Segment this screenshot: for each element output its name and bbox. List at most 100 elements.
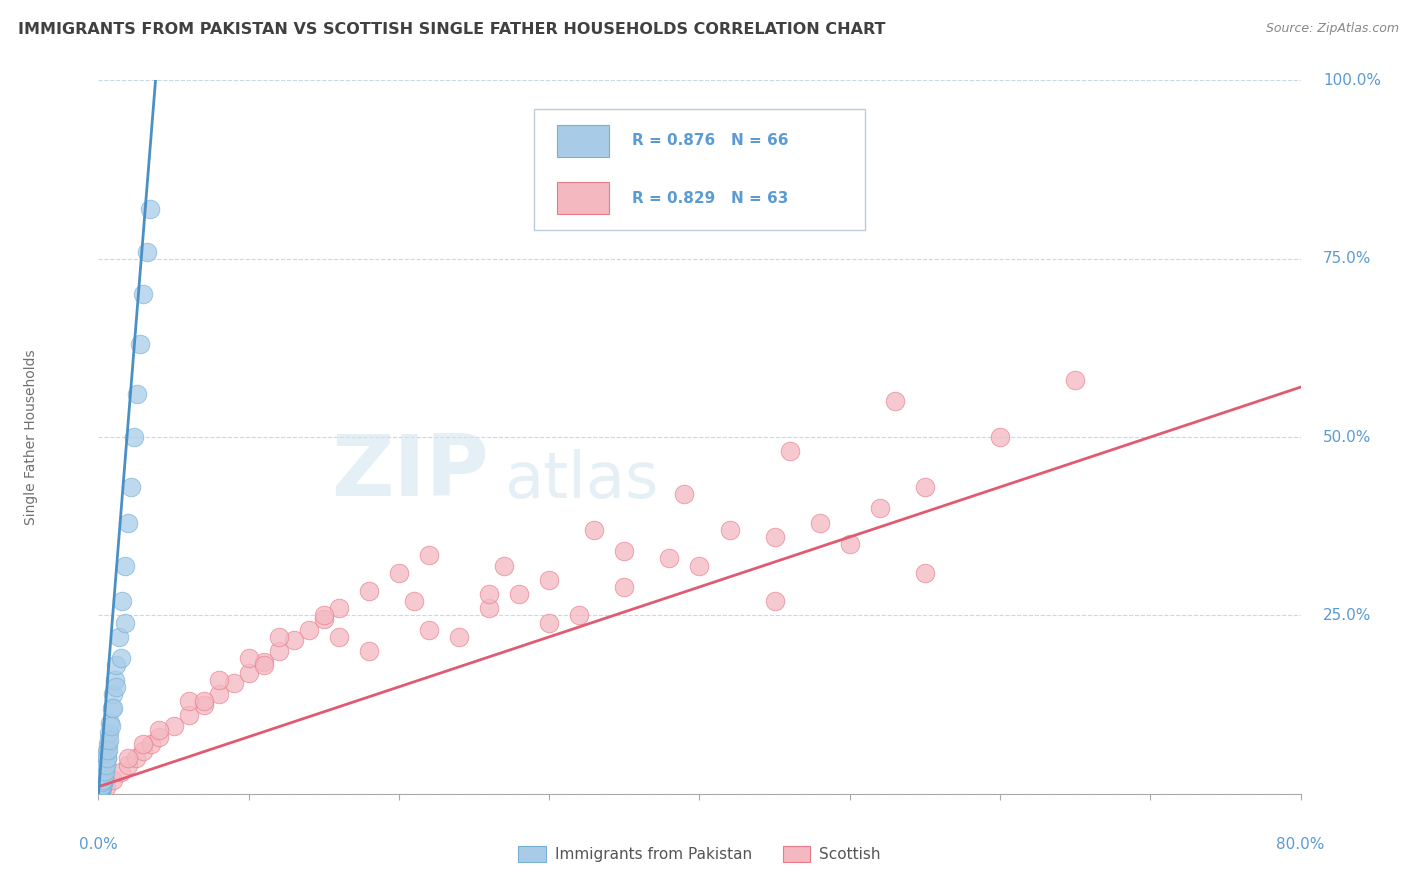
Point bbox=[101, 701, 124, 715]
Point bbox=[90, 782, 112, 797]
Point bbox=[89, 784, 111, 798]
Point bbox=[90, 778, 112, 792]
Point bbox=[93, 764, 115, 778]
Legend: Immigrants from Pakistan, Scottish: Immigrants from Pakistan, Scottish bbox=[512, 840, 887, 868]
Point bbox=[104, 673, 127, 687]
Point bbox=[312, 608, 335, 623]
Point bbox=[508, 587, 530, 601]
Point bbox=[105, 658, 128, 673]
Point bbox=[388, 566, 411, 580]
Point bbox=[91, 778, 114, 792]
Point bbox=[89, 785, 111, 799]
Point bbox=[538, 615, 561, 630]
Point bbox=[162, 719, 184, 733]
Point bbox=[91, 772, 114, 787]
Point bbox=[688, 558, 710, 573]
FancyBboxPatch shape bbox=[557, 182, 609, 214]
Point bbox=[138, 202, 160, 216]
Point bbox=[494, 558, 516, 573]
Point bbox=[447, 630, 470, 644]
Point bbox=[89, 785, 111, 799]
Point bbox=[89, 785, 111, 799]
Point bbox=[312, 612, 335, 626]
Point bbox=[129, 337, 152, 351]
Point bbox=[253, 655, 276, 669]
Point bbox=[103, 701, 125, 715]
Point bbox=[117, 758, 139, 772]
Point bbox=[718, 523, 741, 537]
Text: 80.0%: 80.0% bbox=[1277, 837, 1324, 852]
Point bbox=[103, 772, 125, 787]
Point bbox=[114, 615, 136, 630]
Point bbox=[90, 782, 112, 797]
Point bbox=[988, 430, 1011, 444]
Point bbox=[111, 594, 134, 608]
Point bbox=[89, 783, 111, 797]
Point bbox=[328, 630, 350, 644]
Point bbox=[117, 751, 139, 765]
Point bbox=[94, 756, 117, 771]
Point bbox=[568, 608, 591, 623]
Point bbox=[90, 781, 112, 796]
Text: Single Father Households: Single Father Households bbox=[24, 350, 38, 524]
Point bbox=[89, 782, 111, 797]
Point bbox=[103, 687, 125, 701]
Point bbox=[253, 658, 276, 673]
Point bbox=[96, 751, 118, 765]
Point bbox=[117, 516, 139, 530]
Point bbox=[914, 566, 936, 580]
Point bbox=[328, 601, 350, 615]
Point bbox=[139, 737, 162, 751]
Point bbox=[89, 785, 111, 799]
Point bbox=[91, 775, 114, 789]
Point bbox=[91, 774, 114, 789]
Point bbox=[132, 737, 155, 751]
Point bbox=[267, 630, 290, 644]
Point bbox=[89, 785, 111, 799]
Point bbox=[478, 601, 501, 615]
Point bbox=[135, 244, 157, 259]
Point bbox=[283, 633, 305, 648]
Point bbox=[90, 781, 112, 796]
Point bbox=[96, 744, 118, 758]
Point bbox=[132, 744, 155, 758]
Point bbox=[89, 785, 111, 799]
Point bbox=[613, 580, 636, 594]
Point bbox=[298, 623, 321, 637]
Point bbox=[613, 544, 636, 558]
Point bbox=[478, 587, 501, 601]
Point bbox=[763, 594, 786, 608]
Point bbox=[97, 742, 120, 756]
Point bbox=[238, 665, 260, 680]
Point bbox=[869, 501, 891, 516]
FancyBboxPatch shape bbox=[534, 109, 865, 230]
Text: ZIP: ZIP bbox=[332, 431, 489, 515]
Point bbox=[267, 644, 290, 658]
Point bbox=[91, 772, 114, 787]
Point bbox=[177, 708, 200, 723]
Point bbox=[883, 394, 905, 409]
Point bbox=[402, 594, 425, 608]
Point bbox=[125, 751, 148, 765]
Point bbox=[89, 784, 111, 798]
Point bbox=[93, 769, 115, 783]
Point bbox=[1064, 373, 1087, 387]
Point bbox=[148, 723, 170, 737]
Point bbox=[177, 694, 200, 708]
Text: atlas: atlas bbox=[505, 449, 658, 511]
Point bbox=[779, 444, 801, 458]
Point bbox=[89, 783, 111, 797]
Point bbox=[418, 623, 440, 637]
Text: IMMIGRANTS FROM PAKISTAN VS SCOTTISH SINGLE FATHER HOUSEHOLDS CORRELATION CHART: IMMIGRANTS FROM PAKISTAN VS SCOTTISH SIN… bbox=[18, 22, 886, 37]
Point bbox=[208, 673, 231, 687]
Point bbox=[100, 715, 122, 730]
Point bbox=[105, 680, 128, 694]
Point bbox=[357, 583, 380, 598]
Text: 0.0%: 0.0% bbox=[79, 837, 118, 852]
Text: 75.0%: 75.0% bbox=[1323, 252, 1371, 266]
Point bbox=[97, 737, 120, 751]
Point bbox=[96, 751, 118, 765]
Point bbox=[93, 765, 115, 780]
Point bbox=[193, 694, 215, 708]
Text: R = 0.829   N = 63: R = 0.829 N = 63 bbox=[631, 191, 789, 205]
